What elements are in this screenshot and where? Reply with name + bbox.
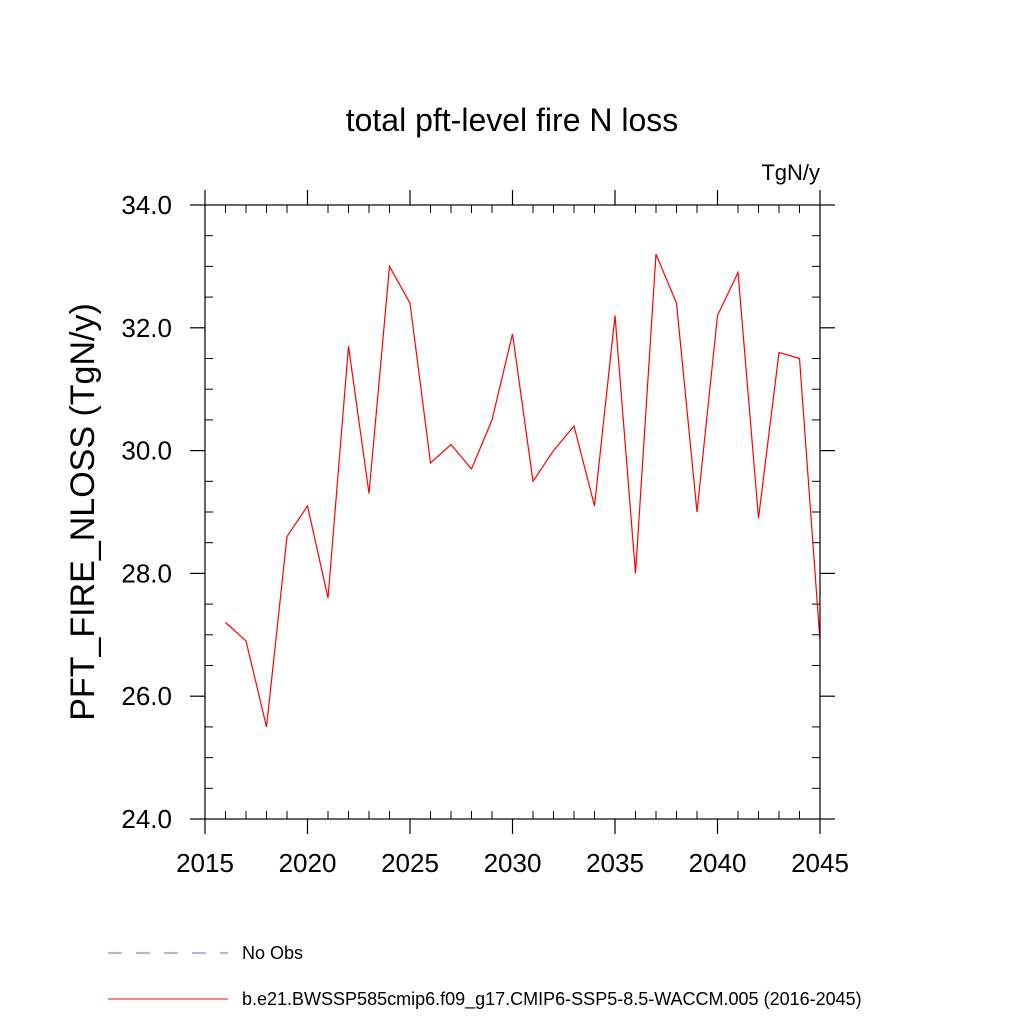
y-tick-label: 24.0 xyxy=(121,804,172,834)
y-tick-label: 32.0 xyxy=(121,313,172,343)
x-tick-label: 2045 xyxy=(791,848,849,878)
y-tick-labels: 24.0 26.0 28.0 30.0 32.0 34.0 xyxy=(121,190,172,834)
legend-label: b.e21.BWSSP585cmip6.f09_g17.CMIP6-SSP5-8… xyxy=(242,989,862,1010)
y-tick-label: 34.0 xyxy=(121,190,172,220)
x-tick-label: 2025 xyxy=(381,848,439,878)
chart-title: total pft-level fire N loss xyxy=(346,102,679,138)
units-label: TgN/y xyxy=(761,160,820,185)
x-tick-labels: 2015 2020 2025 2030 2035 2040 2045 xyxy=(176,848,849,878)
series-line xyxy=(225,253,821,728)
x-tick-label: 2030 xyxy=(484,848,542,878)
y-tick-label: 26.0 xyxy=(121,681,172,711)
plot-frame xyxy=(204,204,821,820)
series-lines xyxy=(225,253,821,728)
y-axis-label: PFT_FIRE_NLOSS (TgN/y) xyxy=(64,303,102,721)
legend: No Obs b.e21.BWSSP585cmip6.f09_g17.CMIP6-… xyxy=(108,943,862,1010)
x-tick-label: 2020 xyxy=(279,848,337,878)
x-tick-label: 2040 xyxy=(689,848,747,878)
x-tick-label: 2015 xyxy=(176,848,234,878)
legend-label: No Obs xyxy=(242,943,303,963)
axis-ticks xyxy=(190,190,835,834)
y-tick-label: 28.0 xyxy=(121,558,172,588)
x-tick-label: 2035 xyxy=(586,848,644,878)
y-tick-label: 30.0 xyxy=(121,436,172,466)
